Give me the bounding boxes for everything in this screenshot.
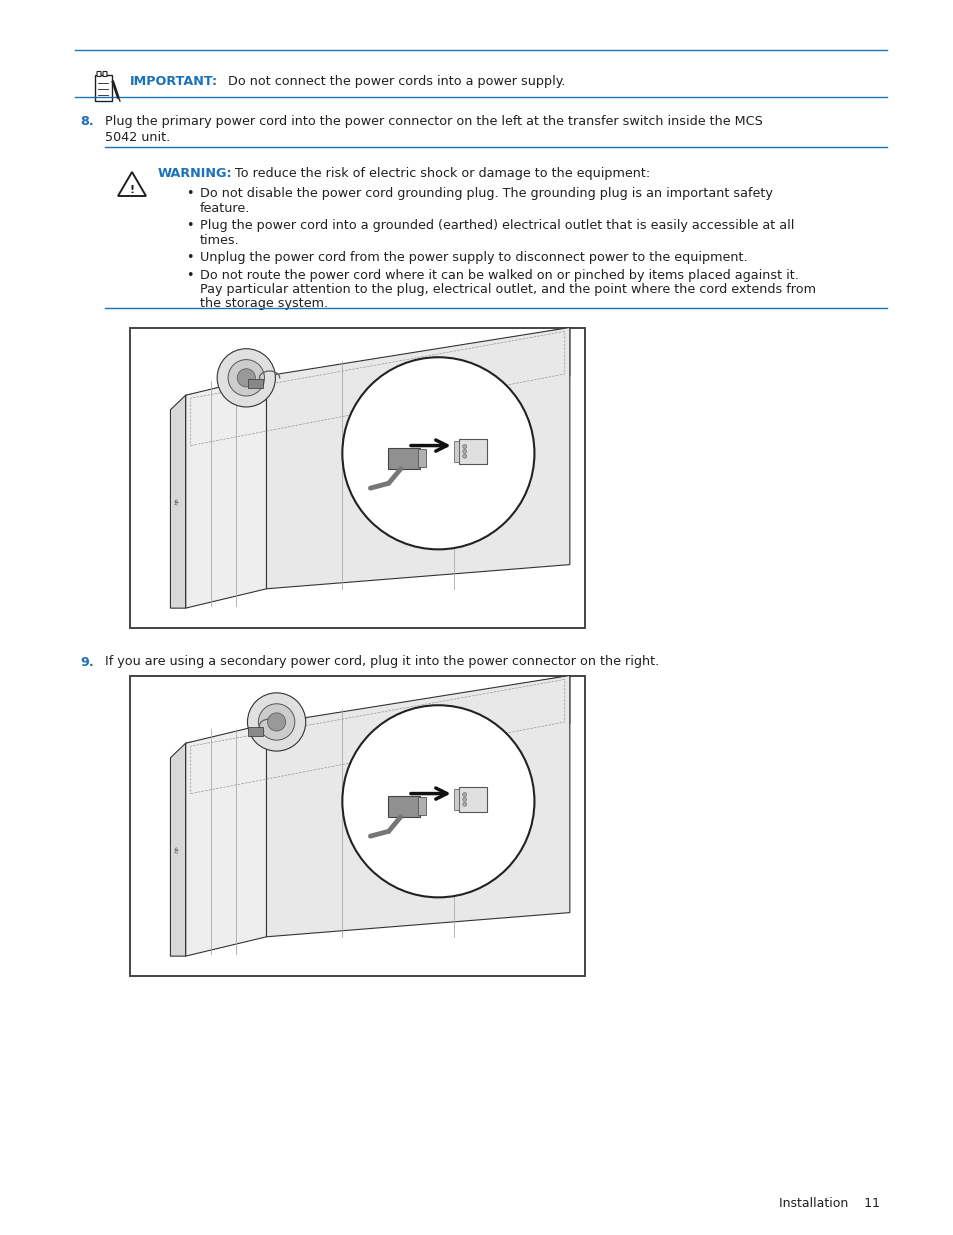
Polygon shape xyxy=(186,327,569,448)
Text: !: ! xyxy=(130,185,134,195)
Circle shape xyxy=(462,793,466,797)
Text: 5042 unit.: 5042 unit. xyxy=(105,131,170,144)
FancyBboxPatch shape xyxy=(97,72,101,77)
Text: •: • xyxy=(186,251,193,264)
FancyBboxPatch shape xyxy=(248,726,263,736)
Text: Pay particular attention to the plug, electrical outlet, and the point where the: Pay particular attention to the plug, el… xyxy=(200,283,815,296)
Text: HP: HP xyxy=(174,846,180,853)
Text: the storage system.: the storage system. xyxy=(200,298,328,310)
FancyBboxPatch shape xyxy=(417,798,426,815)
FancyBboxPatch shape xyxy=(453,441,458,462)
Polygon shape xyxy=(171,743,186,956)
FancyBboxPatch shape xyxy=(248,379,263,389)
Text: Unplug the power cord from the power supply to disconnect power to the equipment: Unplug the power cord from the power sup… xyxy=(200,251,747,264)
Polygon shape xyxy=(266,327,569,589)
FancyBboxPatch shape xyxy=(417,450,426,467)
Polygon shape xyxy=(186,676,569,797)
Polygon shape xyxy=(118,172,146,196)
FancyBboxPatch shape xyxy=(458,787,486,811)
Polygon shape xyxy=(171,395,186,608)
Circle shape xyxy=(462,798,466,802)
Circle shape xyxy=(342,705,534,898)
Text: HP: HP xyxy=(174,498,180,505)
FancyBboxPatch shape xyxy=(130,676,584,976)
Text: times.: times. xyxy=(200,233,239,247)
Text: Do not disable the power cord grounding plug. The grounding plug is an important: Do not disable the power cord grounding … xyxy=(200,186,772,200)
Circle shape xyxy=(247,693,305,751)
Polygon shape xyxy=(186,375,266,608)
Text: feature.: feature. xyxy=(200,201,250,215)
Circle shape xyxy=(237,369,255,387)
Text: If you are using a secondary power cord, plug it into the power connector on the: If you are using a secondary power cord,… xyxy=(105,656,659,668)
Text: WARNING:: WARNING: xyxy=(158,167,233,180)
Circle shape xyxy=(217,348,275,408)
Text: Plug the primary power cord into the power connector on the left at the transfer: Plug the primary power cord into the pow… xyxy=(105,115,762,128)
Text: •: • xyxy=(186,186,193,200)
Circle shape xyxy=(228,359,264,396)
Circle shape xyxy=(258,704,294,740)
Text: Do not connect the power cords into a power supply.: Do not connect the power cords into a po… xyxy=(228,75,565,88)
FancyBboxPatch shape xyxy=(95,75,112,101)
FancyBboxPatch shape xyxy=(388,447,419,469)
FancyBboxPatch shape xyxy=(130,327,584,627)
FancyBboxPatch shape xyxy=(453,789,458,810)
Text: •: • xyxy=(186,219,193,232)
Circle shape xyxy=(342,357,534,550)
Text: Plug the power cord into a grounded (earthed) electrical outlet that is easily a: Plug the power cord into a grounded (ear… xyxy=(200,219,794,232)
FancyBboxPatch shape xyxy=(388,795,419,816)
Text: 9.: 9. xyxy=(80,656,93,668)
Text: 8.: 8. xyxy=(80,115,93,128)
Circle shape xyxy=(462,445,466,448)
Circle shape xyxy=(462,450,466,453)
Circle shape xyxy=(267,713,285,731)
Polygon shape xyxy=(186,724,266,956)
Text: Installation    11: Installation 11 xyxy=(779,1197,879,1210)
Circle shape xyxy=(462,454,466,458)
Text: To reduce the risk of electric shock or damage to the equipment:: To reduce the risk of electric shock or … xyxy=(234,167,650,180)
Text: IMPORTANT:: IMPORTANT: xyxy=(130,75,218,88)
Circle shape xyxy=(462,803,466,806)
FancyBboxPatch shape xyxy=(458,438,486,464)
Polygon shape xyxy=(266,676,569,937)
Text: Do not route the power cord where it can be walked on or pinched by items placed: Do not route the power cord where it can… xyxy=(200,268,798,282)
Text: •: • xyxy=(186,268,193,282)
FancyBboxPatch shape xyxy=(103,72,107,77)
